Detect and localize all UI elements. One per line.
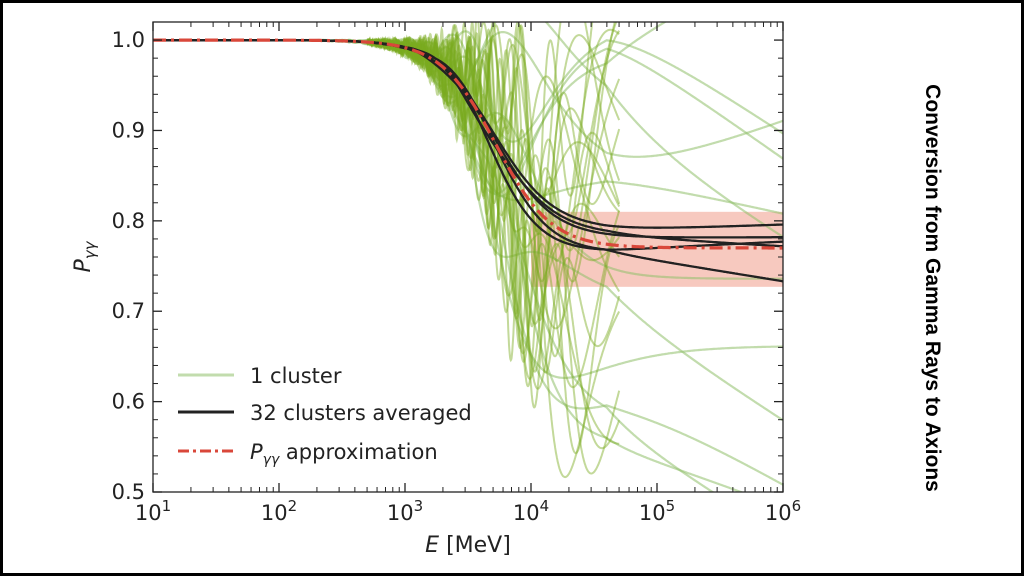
single-cluster-line-dense bbox=[367, 34, 621, 330]
x-tick-label: 104 bbox=[513, 497, 549, 525]
x-tick-label: 106 bbox=[765, 497, 801, 525]
side-title: Conversion from Gamma Rays to Axions bbox=[921, 84, 944, 492]
y-tick-label: 0.6 bbox=[112, 390, 145, 414]
axis-ticks bbox=[152, 22, 784, 493]
legend: 1 cluster 32 clusters averaged Pγγ appro… bbox=[178, 364, 472, 468]
single-cluster-line-dense bbox=[366, 23, 621, 479]
y-tick-label: 0.9 bbox=[112, 118, 145, 142]
single-cluster-line-dense bbox=[366, 34, 621, 380]
single-cluster-line-dense bbox=[366, 24, 620, 445]
x-tick-label: 105 bbox=[639, 497, 675, 525]
approximation-line bbox=[153, 38, 783, 250]
single-cluster-line-dense bbox=[366, 32, 621, 358]
single-cluster-line-dense bbox=[366, 22, 594, 363]
legend-label-single: 1 cluster bbox=[250, 364, 342, 388]
single-cluster-line-dense bbox=[366, 24, 621, 455]
x-tick-label: 101 bbox=[135, 497, 171, 525]
single-cluster-line-dense bbox=[366, 22, 621, 475]
y-tick-label: 0.7 bbox=[112, 299, 145, 323]
y-tick-label: 0.5 bbox=[112, 480, 145, 504]
single-cluster-line-dense bbox=[366, 22, 621, 297]
single-cluster-line-dense bbox=[366, 22, 616, 409]
y-tick-label: 0.8 bbox=[112, 209, 145, 233]
single-cluster-line-dense bbox=[366, 37, 621, 322]
single-cluster-line-dense bbox=[366, 28, 620, 320]
y-axis-label: Pγγ bbox=[71, 240, 99, 272]
x-tick-label: 102 bbox=[261, 497, 297, 525]
single-cluster-line-dense bbox=[366, 22, 618, 388]
x-axis-label: E [MeV] bbox=[425, 533, 511, 558]
approximation-line-group bbox=[153, 38, 783, 250]
tick-labels: 101 102 103 104 105 106 0.5 0.6 0.7 0.8 0.9 1.0 bbox=[112, 28, 802, 525]
legend-label-approx: Pγγ approximation bbox=[250, 440, 438, 468]
single-cluster-line-dense bbox=[366, 23, 621, 450]
y-tick-label: 1.0 bbox=[112, 28, 145, 52]
x-tick-label: 103 bbox=[387, 497, 423, 525]
single-cluster-line-dense bbox=[366, 22, 621, 314]
legend-label-averaged: 32 clusters averaged bbox=[250, 401, 472, 425]
single-cluster-line-dense bbox=[366, 38, 620, 373]
